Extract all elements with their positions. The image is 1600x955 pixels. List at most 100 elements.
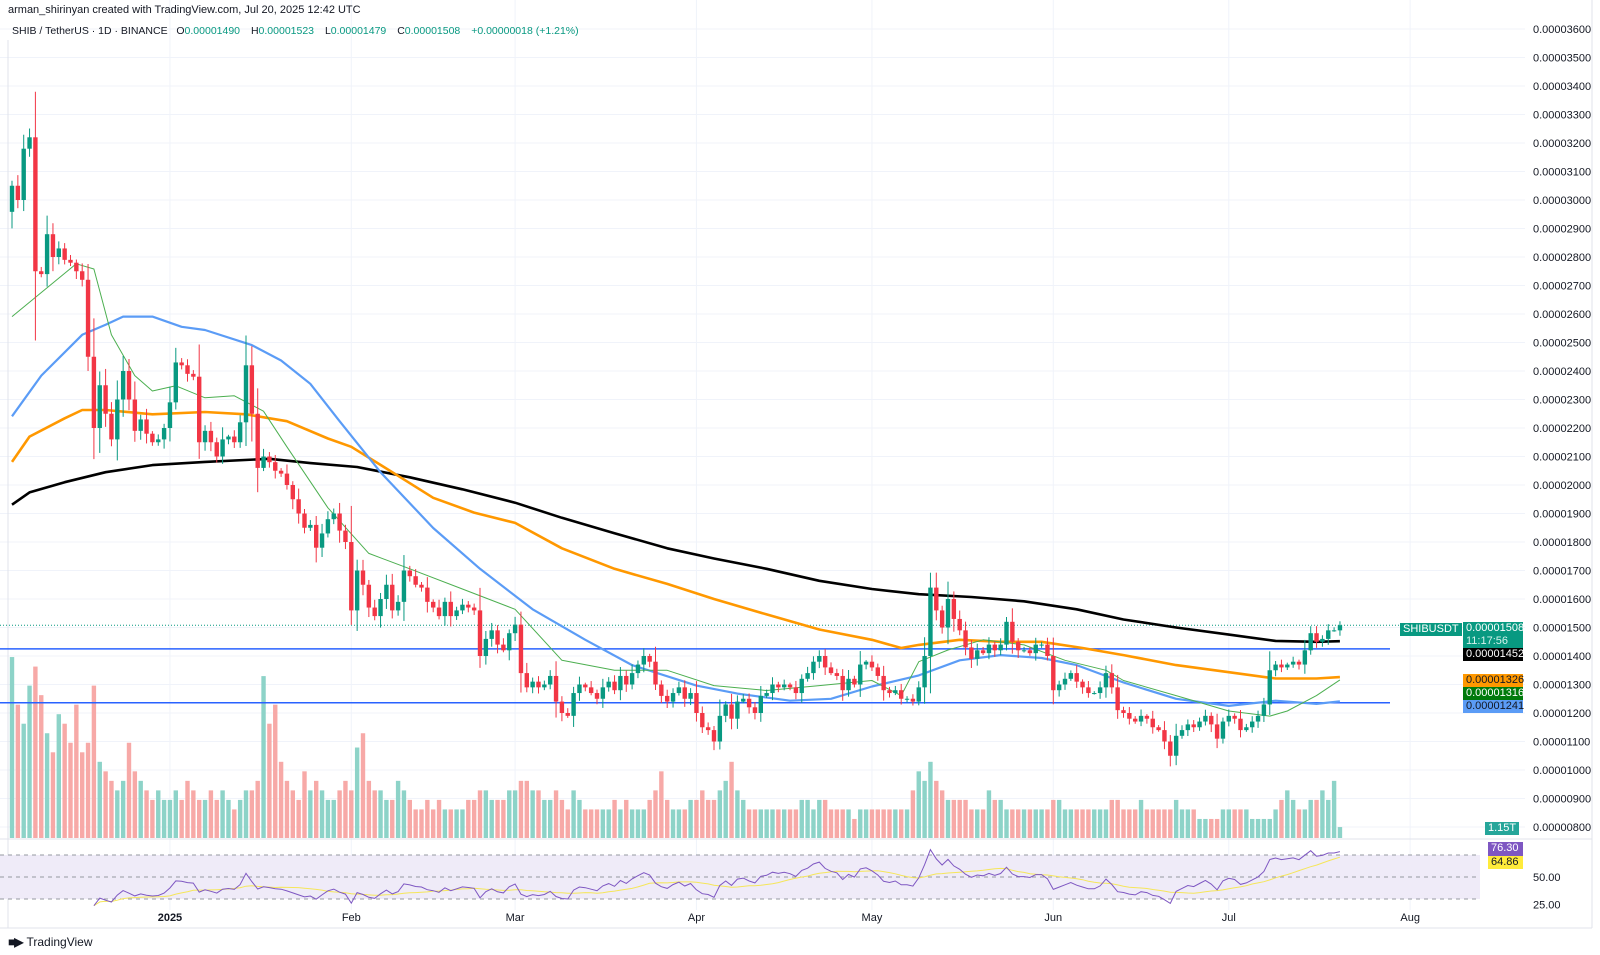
volume-bar	[50, 752, 56, 838]
candle-body	[688, 693, 693, 699]
candle	[255, 388, 260, 493]
candle-body	[583, 684, 588, 688]
volume-bar	[15, 704, 21, 838]
candle	[869, 655, 875, 671]
candle	[945, 581, 951, 645]
close-value: 0.00001508	[404, 25, 461, 37]
candle	[846, 669, 851, 697]
volume-bar	[641, 809, 646, 838]
candle-body	[173, 362, 178, 403]
candle-body	[161, 428, 167, 440]
candle-body	[904, 698, 910, 700]
volume-bar	[331, 799, 336, 838]
candle-body	[565, 713, 570, 716]
candle	[1016, 638, 1021, 658]
volume-bar	[296, 799, 301, 838]
volume-bar	[553, 790, 559, 838]
candle	[817, 650, 822, 669]
volume-bar	[337, 790, 342, 838]
candle	[910, 694, 916, 706]
volume-bar	[828, 809, 834, 838]
candle	[173, 347, 178, 410]
time-axis-tick: Feb	[342, 912, 361, 924]
price-axis-tick: 0.00001400	[1533, 651, 1591, 663]
symbol-title[interactable]: SHIB / TetherUS · 1D · BINANCE	[12, 25, 168, 37]
candle-body	[600, 687, 606, 699]
volume-bar	[863, 809, 869, 838]
candle-body	[536, 681, 541, 688]
candle-body	[290, 485, 295, 500]
candle	[618, 667, 623, 701]
volume-bar	[138, 780, 143, 838]
candle	[1010, 608, 1015, 654]
volume-bar	[735, 790, 740, 838]
candle-body	[1209, 715, 1214, 725]
candle-body	[553, 675, 559, 702]
volume-bar	[325, 799, 331, 838]
candle-body	[834, 673, 840, 676]
volume-bar	[1016, 809, 1021, 838]
price-axis-tick: 0.00003200	[1533, 138, 1591, 150]
candle-body	[1004, 621, 1009, 645]
tradingview-logo[interactable]: ■▶ TradingView	[8, 935, 93, 949]
volume-bar	[606, 809, 611, 838]
candle	[185, 359, 190, 382]
candle-body	[665, 695, 670, 702]
volume-bar	[1068, 809, 1074, 838]
time-axis-tick: Jun	[1044, 912, 1062, 924]
candle-body	[273, 462, 278, 471]
price-axis-tick: 0.00001100	[1533, 737, 1590, 749]
moving-average-line	[11, 315, 1341, 708]
volume-bar	[62, 723, 67, 838]
candle	[916, 681, 921, 706]
price-axis-tick: 0.00002700	[1533, 281, 1591, 293]
volume-bar	[893, 809, 898, 838]
volume-bar	[834, 809, 840, 838]
price-axis-tick: 0.00000800	[1533, 822, 1591, 834]
candle	[635, 660, 641, 679]
candle-body	[1115, 687, 1120, 711]
candle-body	[1051, 656, 1056, 691]
volume-bar	[407, 799, 412, 838]
candle-body	[39, 271, 44, 275]
volume-bar	[1080, 809, 1085, 838]
candle	[1331, 627, 1337, 632]
volume-bar	[1051, 799, 1056, 838]
candle	[1086, 681, 1091, 698]
candle-body	[1162, 730, 1167, 742]
candle	[1261, 697, 1267, 722]
volume-bar	[1056, 799, 1062, 838]
volume-bar	[302, 771, 307, 838]
candle	[138, 414, 143, 440]
time-axis-tick: May	[862, 912, 883, 924]
candle-body	[1197, 721, 1202, 728]
candle	[1033, 637, 1038, 661]
candle-body	[179, 362, 184, 366]
candle	[419, 581, 424, 592]
volume-bar	[1004, 809, 1009, 838]
price-axis-tick: 0.00001700	[1533, 566, 1591, 578]
candle-body	[1191, 724, 1196, 728]
candle-body	[799, 678, 804, 694]
price-axis-tick: 0.00003300	[1533, 110, 1591, 122]
candle-body	[887, 690, 892, 694]
candle	[1220, 717, 1226, 744]
volume-bar	[1173, 799, 1179, 838]
volume-bar	[1337, 827, 1343, 838]
candle-body	[1097, 687, 1103, 694]
candle	[992, 641, 997, 657]
volume-bar	[600, 809, 606, 838]
volume-bar	[1156, 809, 1161, 838]
candle	[74, 259, 79, 280]
volume-bar	[530, 790, 535, 838]
candle	[624, 670, 629, 692]
volume-bar	[97, 761, 102, 838]
candle	[1162, 721, 1167, 750]
volume-bar	[1290, 799, 1296, 838]
volume-bar	[676, 809, 682, 838]
candle-body	[951, 599, 957, 619]
candle-body	[986, 644, 992, 654]
candle-body	[1320, 638, 1325, 642]
volume-bar	[471, 799, 477, 838]
